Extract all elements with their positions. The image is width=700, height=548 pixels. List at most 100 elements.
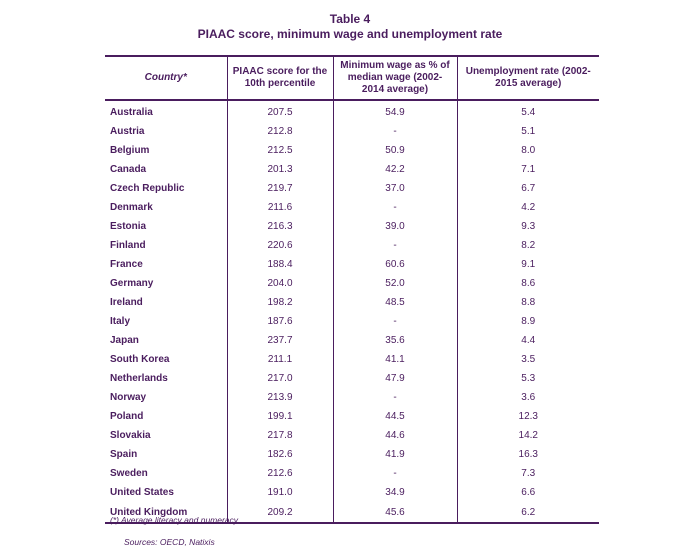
table-title: PIAAC score, minimum wage and unemployme… <box>197 27 503 41</box>
table-row: Netherlands 217.0 47.9 5.3 <box>105 369 599 388</box>
cell-unemployment: 8.8 <box>456 293 599 312</box>
cell-min-wage: - <box>332 312 457 331</box>
cell-unemployment: 5.3 <box>456 369 599 388</box>
cell-min-wage: - <box>332 236 457 255</box>
cell-country: Spain <box>110 449 138 460</box>
table-row: Ireland 198.2 48.5 8.8 <box>105 293 599 312</box>
cell-min-wage: 45.6 <box>332 502 457 524</box>
cell-unemployment: 6.7 <box>456 179 599 198</box>
cell-min-wage: - <box>332 464 457 483</box>
cell-country: Netherlands <box>110 373 168 384</box>
cell-country: Norway <box>110 392 147 403</box>
cell-piaac-score: 237.7 <box>226 331 333 350</box>
cell-min-wage: 52.0 <box>332 274 457 293</box>
cell-piaac-score: 212.6 <box>226 464 333 483</box>
table-row: United Kingdom 209.2 45.6 6.2 <box>105 502 599 524</box>
table-row: Estonia 216.3 39.0 9.3 <box>105 217 599 236</box>
cell-piaac-score: 211.1 <box>226 350 333 369</box>
cell-piaac-score: 209.2 <box>226 502 333 524</box>
table-row: South Korea 211.1 41.1 3.5 <box>105 350 599 369</box>
cell-min-wage: - <box>332 388 457 407</box>
cell-unemployment: 4.4 <box>456 331 599 350</box>
cell-piaac-score: 219.7 <box>226 179 333 198</box>
cell-min-wage: 48.5 <box>332 293 457 312</box>
cell-piaac-score: 198.2 <box>226 293 333 312</box>
cell-country: Belgium <box>110 145 150 156</box>
cell-country: Austria <box>110 126 145 137</box>
table-row: Slovakia 217.8 44.6 14.2 <box>105 426 599 445</box>
cell-unemployment: 12.3 <box>456 407 599 426</box>
cell-unemployment: 3.5 <box>456 350 599 369</box>
cell-country: Italy <box>110 316 131 327</box>
cell-min-wage: 42.2 <box>332 160 457 179</box>
header-row: Country* PIAAC score for the 10th percen… <box>105 55 599 101</box>
cell-unemployment: 8.9 <box>456 312 599 331</box>
cell-unemployment: 9.3 <box>456 217 599 236</box>
cell-unemployment: 8.0 <box>456 141 599 160</box>
cell-piaac-score: 188.4 <box>226 255 333 274</box>
cell-country: United States <box>110 487 174 498</box>
cell-unemployment: 5.4 <box>456 100 599 122</box>
cell-min-wage: 37.0 <box>332 179 457 198</box>
table-row: Japan 237.7 35.6 4.4 <box>105 331 599 350</box>
table-row: Spain 182.6 41.9 16.3 <box>105 445 599 464</box>
cell-piaac-score: 213.9 <box>226 388 333 407</box>
cell-piaac-score: 204.0 <box>226 274 333 293</box>
table-row: Czech Republic 219.7 37.0 6.7 <box>105 179 599 198</box>
table-number: Table 4 <box>329 12 371 26</box>
cell-unemployment: 4.2 <box>456 198 599 217</box>
cell-min-wage: - <box>332 198 457 217</box>
cell-piaac-score: 187.6 <box>226 312 333 331</box>
cell-min-wage: 35.6 <box>332 331 457 350</box>
column-header-min-wage: Minimum wage as % of median wage (2002-2… <box>332 55 457 101</box>
cell-piaac-score: 211.6 <box>226 198 333 217</box>
cell-country: Czech Republic <box>110 183 185 194</box>
cell-country: Japan <box>110 335 139 346</box>
table-row: Poland 199.1 44.5 12.3 <box>105 407 599 426</box>
cell-piaac-score: 199.1 <box>226 407 333 426</box>
cell-piaac-score: 216.3 <box>226 217 333 236</box>
table-row: France 188.4 60.6 9.1 <box>105 255 599 274</box>
source-note: Sources: OECD, Natixis <box>124 537 215 547</box>
cell-piaac-score: 191.0 <box>226 483 333 502</box>
cell-country: Poland <box>110 411 144 422</box>
cell-unemployment: 16.3 <box>456 445 599 464</box>
cell-min-wage: 60.6 <box>332 255 457 274</box>
cell-min-wage: 50.9 <box>332 141 457 160</box>
cell-piaac-score: 212.8 <box>226 122 333 141</box>
cell-country: Germany <box>110 278 154 289</box>
cell-min-wage: 44.6 <box>332 426 457 445</box>
cell-piaac-score: 182.6 <box>226 445 333 464</box>
table-row: Denmark 211.6-4.2 <box>105 198 599 217</box>
cell-country: Ireland <box>110 297 143 308</box>
cell-country: Slovakia <box>110 430 151 441</box>
column-header-country: Country* <box>105 55 227 101</box>
table-title-block: Table 4 PIAAC score, minimum wage and un… <box>0 12 700 42</box>
table-row: Canada 201.3 42.2 7.1 <box>105 160 599 179</box>
cell-country: Sweden <box>110 468 148 479</box>
cell-country: South Korea <box>110 354 170 365</box>
cell-country: France <box>110 259 143 270</box>
table-row: Finland 220.6-8.2 <box>105 236 599 255</box>
cell-min-wage: 44.5 <box>332 407 457 426</box>
cell-piaac-score: 217.8 <box>226 426 333 445</box>
table-row: Italy 187.6-8.9 <box>105 312 599 331</box>
footnote: (*) Average literacy and numeracy <box>110 515 239 525</box>
cell-min-wage: 54.9 <box>332 100 457 122</box>
cell-min-wage: 41.9 <box>332 445 457 464</box>
cell-country: Canada <box>110 164 147 175</box>
cell-min-wage: - <box>332 122 457 141</box>
cell-min-wage: 34.9 <box>332 483 457 502</box>
table-row: Australia 207.5 54.9 5.4 <box>105 100 599 122</box>
cell-unemployment: 5.1 <box>456 122 599 141</box>
cell-country: Australia <box>110 107 153 118</box>
cell-piaac-score: 212.5 <box>226 141 333 160</box>
cell-unemployment: 8.2 <box>456 236 599 255</box>
table-row: Austria 212.8-5.1 <box>105 122 599 141</box>
table-row: Sweden 212.6-7.3 <box>105 464 599 483</box>
column-header-unemployment: Unemployment rate (2002-2015 average) <box>456 55 599 101</box>
cell-unemployment: 8.6 <box>456 274 599 293</box>
table-body: Australia 207.5 54.9 5.4 Austria 212.8-5.1 Bel… <box>105 100 599 524</box>
cell-country: Finland <box>110 240 146 251</box>
table-row: Germany 204.0 52.0 8.6 <box>105 274 599 293</box>
